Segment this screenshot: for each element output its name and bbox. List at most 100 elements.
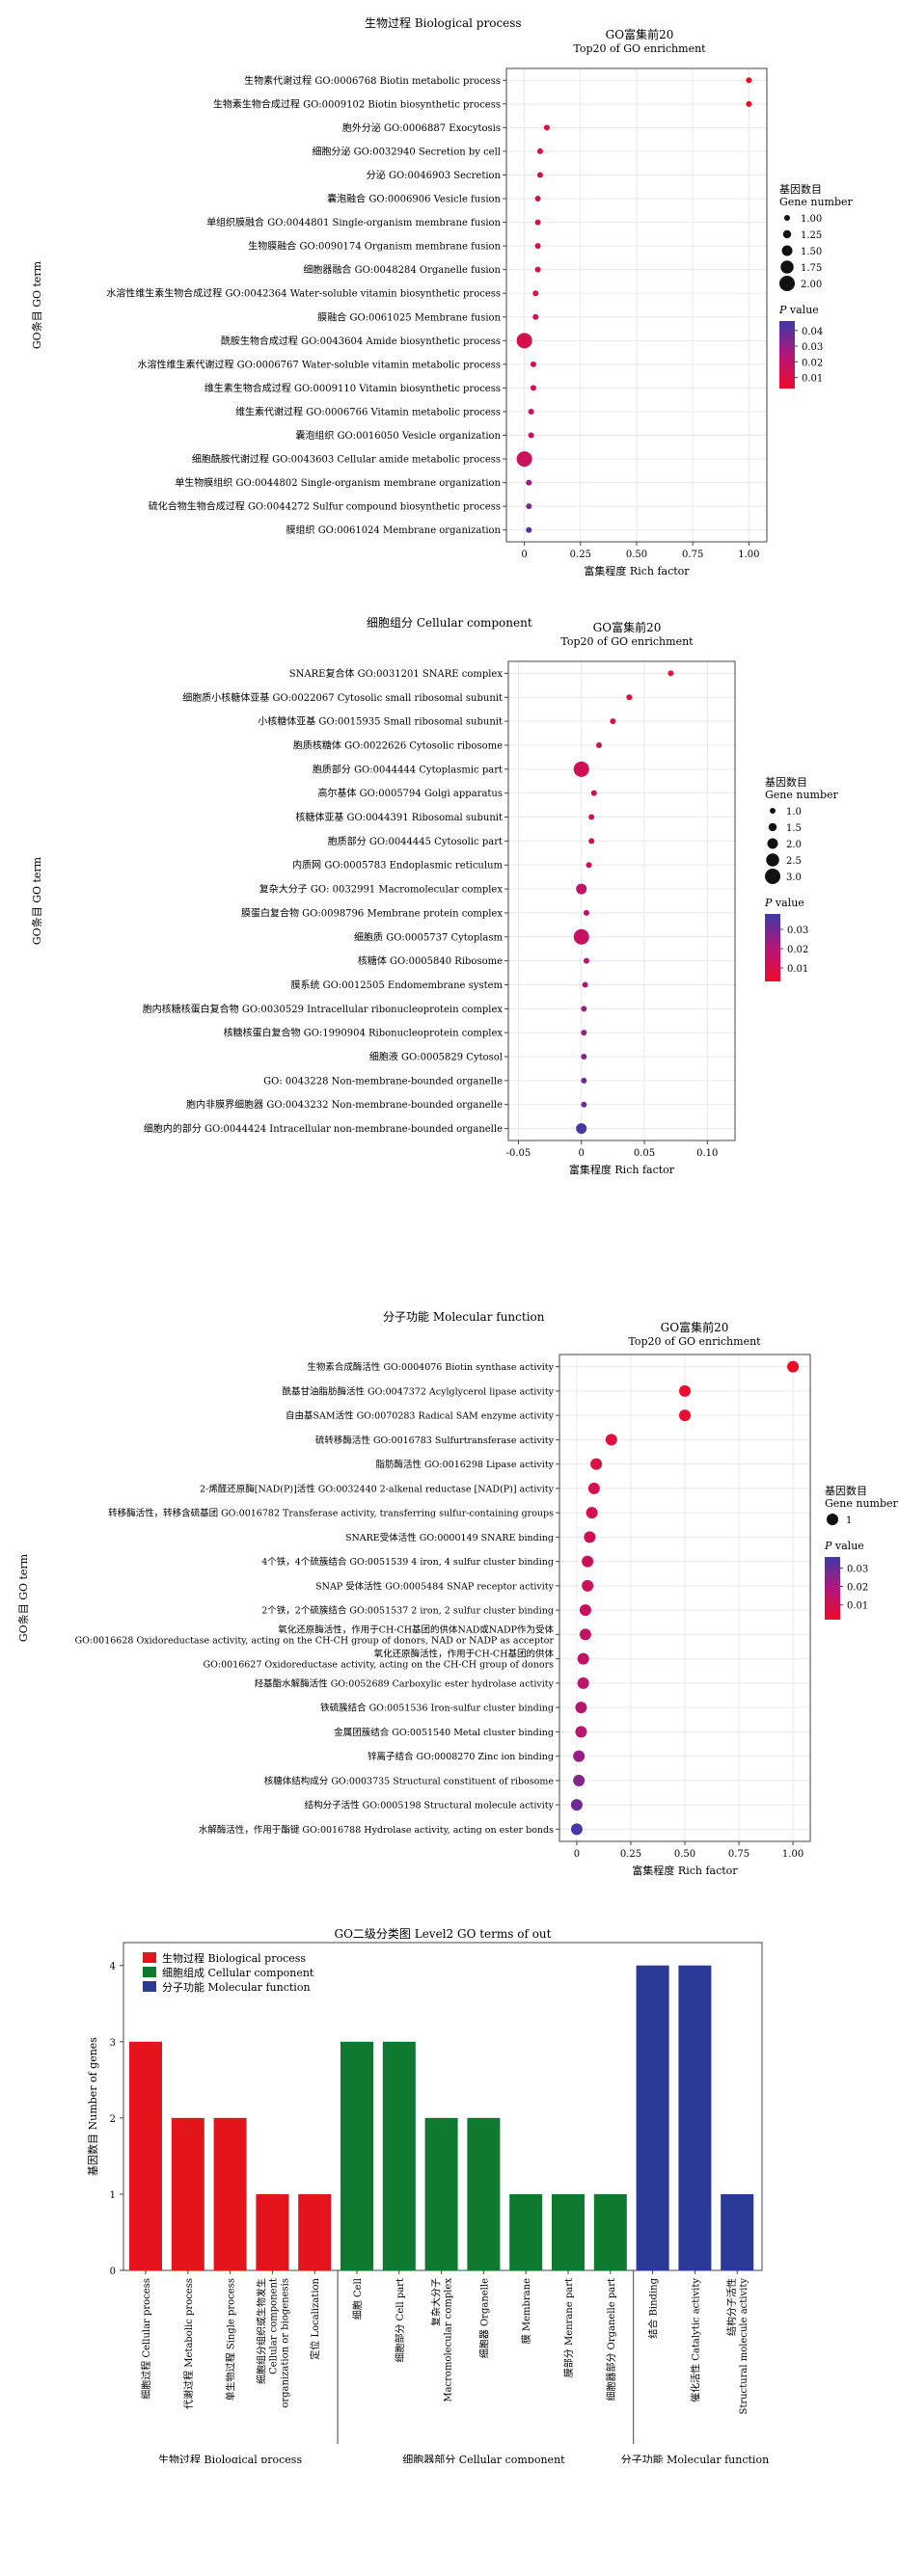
term-label: 胞内核糖核蛋白复合物 GO:0030529 Intracellular ribo… <box>143 1003 504 1015</box>
term-label: 核糖体 GO:0005840 Ribosome <box>358 954 503 967</box>
size-legend-label: 1.0 <box>786 807 802 818</box>
plot-frame <box>507 660 736 1141</box>
y-axis-label: GO条目 GO term <box>30 856 43 945</box>
color-legend-title: P value <box>778 304 819 316</box>
size-legend-label: 2.00 <box>801 280 822 290</box>
color-legend-label: 0.04 <box>802 327 823 337</box>
term-label: 细胞内的部分 GO:0044424 Intracellular non-memb… <box>144 1122 503 1135</box>
bar-label: 细胞器 Organelle <box>477 2278 490 2358</box>
term-dot <box>575 1726 587 1738</box>
size-legend-title: 基因数目 <box>825 1485 867 1497</box>
term-label: 酰基甘油脂肪酶活性 GO:0047372 Acylglycerol lipase… <box>282 1385 554 1397</box>
term-label: 硫转移酶活性 GO:0016783 Sulfurtransferase acti… <box>315 1435 555 1446</box>
bar <box>678 1965 712 2270</box>
term-dot <box>588 838 595 845</box>
term-dot <box>543 124 550 131</box>
term-dot <box>583 909 589 916</box>
x-tick-label: 0.75 <box>728 1849 749 1860</box>
size-legend-label: 1.75 <box>801 263 822 274</box>
bar-label: 细胞过程 Cellular process <box>140 2278 152 2400</box>
chart-title: GO富集前20 <box>593 620 662 634</box>
size-legend-dot <box>768 822 777 832</box>
term-label: 羟基酯水解酶活性 GO:0052689 Carboxylic ester hyd… <box>255 1677 555 1689</box>
term-dot <box>579 1628 591 1641</box>
term-label: 生物素生物合成过程 GO:0009102 Biotin biosynthetic… <box>213 97 501 110</box>
chart-title: GO富集前20 <box>661 1320 729 1334</box>
term-dot <box>587 1482 600 1494</box>
term-dot <box>584 1531 596 1543</box>
group-label: 细胞器部分 Cellular component <box>402 2453 565 2463</box>
term-dot <box>536 172 543 178</box>
y-axis-label: 基因数目 Number of genes <box>87 2037 99 2176</box>
y-axis-label: GO条目 GO term <box>30 260 43 349</box>
term-label: 胞质核糖体 GO:0022626 Cytosolic ribosome <box>293 738 503 751</box>
size-legend-dot <box>781 245 793 256</box>
term-label: 小核糖体亚基 GO:0015935 Small ribosomal subuni… <box>258 715 503 728</box>
y-axis-label: GO条目 GO term <box>16 1553 30 1642</box>
bar-label: 细胞组分组织或生物发生Cellular componentorganizatio… <box>255 2278 290 2408</box>
term-label: 细胞液 GO:0005829 Cytosol <box>369 1051 503 1063</box>
term-label: 水解酶活性，作用于酯键 GO:0016788 Hydrolase activit… <box>199 1824 554 1836</box>
term-dot <box>590 1458 603 1470</box>
size-legend-label: 1.25 <box>801 230 822 241</box>
term-dot <box>530 361 536 367</box>
term-dot <box>582 1579 594 1592</box>
bar-label: 细胞 Cell <box>351 2278 364 2320</box>
term-dot <box>526 503 532 510</box>
term-dot <box>586 862 592 869</box>
x-tick-label: 0.75 <box>682 550 703 560</box>
term-dot <box>581 1054 587 1060</box>
bar <box>213 2117 247 2270</box>
term-label: 铁硫簇结合 GO:0051536 Iron-sulfur cluster bin… <box>320 1703 554 1714</box>
term-label: SNARE受体活性 GO:0000149 SNARE binding <box>345 1532 554 1543</box>
term-dot <box>528 408 534 415</box>
color-legend-label: 0.01 <box>787 964 808 975</box>
x-tick-label: 0.10 <box>696 1148 718 1159</box>
term-dot <box>581 1030 587 1036</box>
term-label: 2-烯醛还原酶[NAD(P)]活性 GO:0032440 2-alkenal r… <box>200 1483 555 1494</box>
chart-title: GO富集前20 <box>606 27 674 41</box>
term-dot <box>532 313 539 320</box>
size-legend-dot <box>782 229 792 239</box>
term-label: 胞质部分 GO:0044444 Cytoplasmic part <box>313 763 503 775</box>
color-legend-bar <box>779 321 795 389</box>
section-title: 分子功能 Molecular function <box>383 1310 545 1324</box>
term-dot <box>534 243 541 250</box>
term-label: 酰胺生物合成过程 GO:0043604 Amide biosynthetic p… <box>221 335 501 347</box>
size-legend-label: 2.5 <box>786 856 802 867</box>
term-label: 细胞质小核糖体亚基 GO:0022067 Cytosolic small rib… <box>182 691 503 704</box>
term-label: 水溶性维生素生物合成过程 GO:0042364 Water-soluble vi… <box>106 287 501 300</box>
term-label: 氧化还原酶活性，作用于CH-CH基团的供体 GO:0016627 Oxidored… <box>204 1649 555 1671</box>
bar <box>341 2041 373 2270</box>
term-label: 结构分子活性 GO:0005198 Structural molecule ac… <box>305 1800 555 1811</box>
term-label: 囊泡融合 GO:0006906 Vesicle fusion <box>327 193 501 205</box>
legend-label: 分子功能 Molecular function <box>162 1980 311 1994</box>
term-label: 脂肪酶活性 GO:0016298 Lipase activity <box>376 1459 555 1470</box>
term-label: 金属团簇结合 GO:0051540 Metal cluster binding <box>334 1727 554 1738</box>
term-label: 细胞器融合 GO:0048284 Organelle fusion <box>303 263 501 276</box>
size-legend-dot <box>765 869 780 884</box>
chart-subtitle: Top20 of GO enrichment <box>628 1335 761 1348</box>
term-label: 膜融合 GO:0061025 Membrane fusion <box>317 310 501 323</box>
bar <box>382 2041 416 2270</box>
y-tick-label: 1 <box>110 2190 116 2201</box>
term-label: 复杂大分子 GO: 0032991 Macromolecular complex <box>259 883 504 896</box>
term-dot <box>679 1384 691 1397</box>
term-dot <box>576 883 587 895</box>
legend-swatch <box>143 1981 156 1992</box>
color-legend-bar <box>825 1557 840 1620</box>
term-label: 生物素合成酶活性 GO:0004076 Biotin synthase acti… <box>307 1361 554 1373</box>
bar <box>552 2193 585 2270</box>
term-label: GO: 0043228 Non-membrane-bounded organel… <box>263 1076 503 1087</box>
term-dot <box>534 266 541 273</box>
x-tick-label: 0 <box>521 550 527 560</box>
term-dot <box>679 1409 691 1422</box>
group-label: 生物过程 Biological process <box>158 2453 302 2463</box>
bar-label: 催化活性 Catalytic activity <box>689 2278 701 2402</box>
term-dot <box>588 814 595 820</box>
size-legend-dot <box>784 215 790 221</box>
term-label: 转移酶活性，转移含硫基团 GO:0016782 Transferase acti… <box>108 1508 554 1519</box>
legend-label: 生物过程 Biological process <box>162 1951 306 1965</box>
term-dot <box>526 526 532 533</box>
term-label: SNARE复合体 GO:0031201 SNARE complex <box>289 667 504 680</box>
